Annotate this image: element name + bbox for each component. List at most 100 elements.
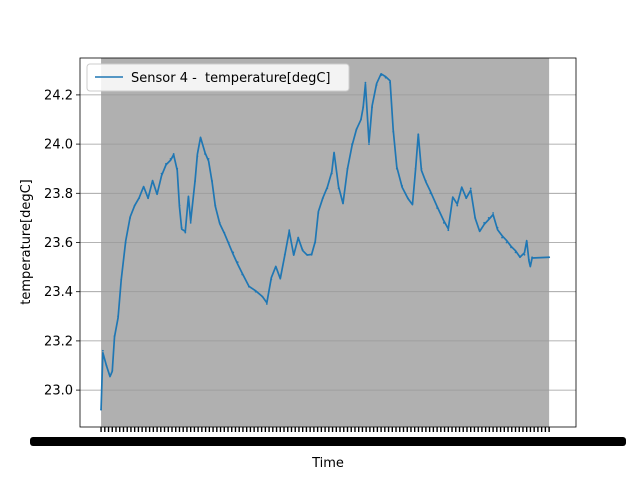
data-point [417, 133, 420, 136]
data-point [505, 241, 508, 244]
data-point [442, 221, 445, 224]
data-point [180, 226, 183, 229]
data-point [241, 273, 244, 276]
data-point [548, 256, 551, 259]
data-point [375, 84, 378, 86]
data-point [189, 221, 192, 224]
data-point [317, 212, 320, 214]
data-point [456, 204, 459, 207]
data-point [321, 197, 324, 200]
data-point [223, 231, 226, 234]
data-point [160, 172, 163, 175]
data-point [326, 187, 329, 190]
data-point [184, 231, 187, 234]
data-point [227, 241, 230, 244]
data-point [351, 143, 353, 146]
data-point [178, 204, 181, 207]
data-point [113, 335, 116, 337]
data-point [380, 74, 382, 77]
data-point [395, 167, 398, 170]
data-point [360, 118, 362, 121]
data-point [196, 155, 199, 158]
x-axis-label: Time [311, 456, 344, 471]
data-point [342, 202, 344, 205]
data-point [420, 167, 423, 170]
data-point [392, 130, 395, 133]
data-point [176, 167, 179, 170]
data-point [292, 253, 295, 256]
data-point [142, 187, 145, 190]
plot-area: 23.0 23.2 23.4 23.6 23.8 24.0 24.2 [30, 57, 626, 446]
series-line [100, 72, 550, 410]
data-point [288, 229, 291, 232]
data-point [279, 276, 282, 278]
data-point [407, 197, 409, 200]
data-point [274, 266, 277, 268]
data-point [138, 197, 141, 200]
data-point [384, 76, 387, 79]
data-point [364, 81, 367, 84]
data-point [414, 167, 417, 170]
data-point [401, 185, 404, 187]
data-point [254, 290, 257, 293]
data-point [469, 187, 472, 190]
data-point [514, 251, 517, 254]
y-axis-label: temperature[degC] [19, 179, 34, 304]
y-tick-label: 24.2 [44, 88, 73, 103]
data-point [355, 128, 358, 131]
data-point [451, 197, 454, 200]
data-point [474, 217, 477, 219]
data-point [105, 364, 108, 367]
data-point [425, 180, 427, 182]
data-point [199, 138, 202, 141]
data-point [496, 226, 499, 229]
data-point [172, 153, 175, 155]
data-point [492, 212, 495, 214]
data-point [194, 180, 197, 182]
data-point [346, 167, 349, 170]
data-point [330, 172, 333, 175]
data-point [478, 229, 481, 232]
x-tick-labels-band [30, 437, 626, 446]
data-point [411, 202, 414, 205]
y-tick-label: 23.0 [44, 384, 73, 399]
legend: Sensor 4 - temperature[degC] [86, 63, 350, 92]
data-point [310, 253, 313, 256]
data-point [133, 204, 136, 207]
data-point [214, 204, 217, 207]
data-point [314, 241, 317, 244]
data-point [204, 153, 206, 155]
data-point [297, 236, 300, 239]
data-point [337, 187, 340, 190]
data-point [207, 157, 210, 160]
data-point [301, 248, 304, 251]
legend-series-label: Sensor 4 - temperature[degC] [131, 71, 331, 86]
data-point [187, 197, 190, 200]
data-point [529, 263, 532, 266]
data-point [429, 192, 432, 195]
data-point [211, 180, 214, 182]
data-point [447, 229, 450, 232]
data-point [389, 81, 391, 84]
data-point [483, 221, 486, 224]
data-point [218, 221, 221, 224]
data-point [147, 197, 150, 200]
axes-frame [79, 57, 577, 428]
data-point [283, 253, 286, 256]
data-point [270, 278, 273, 281]
data-point [501, 236, 503, 239]
data-point [523, 253, 526, 256]
data-point [120, 278, 123, 281]
data-point [151, 180, 154, 182]
data-point [371, 106, 374, 109]
data-point [165, 162, 167, 165]
data-point [525, 241, 528, 244]
data-point [109, 374, 111, 377]
data-point [465, 197, 468, 200]
data-point [519, 256, 521, 259]
data-point [460, 187, 463, 190]
data-point [362, 106, 365, 109]
y-tick-label: 23.4 [44, 285, 73, 300]
data-point [510, 246, 512, 249]
